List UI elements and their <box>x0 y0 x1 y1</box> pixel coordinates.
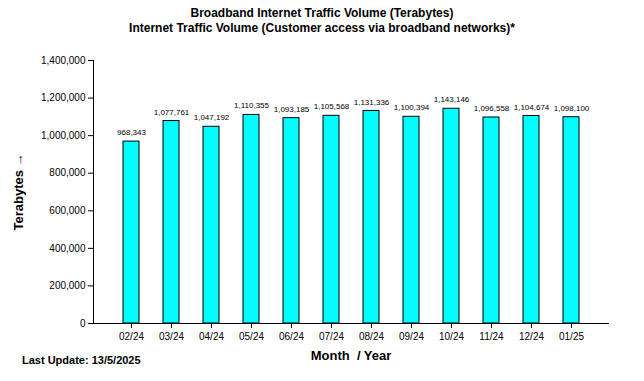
svg-text:0: 0 <box>80 318 86 329</box>
svg-text:12/24: 12/24 <box>519 331 544 342</box>
svg-text:1,400,000: 1,400,000 <box>41 55 86 66</box>
svg-text:1,131,336: 1,131,336 <box>354 98 390 107</box>
svg-text:02/24: 02/24 <box>119 331 144 342</box>
svg-text:Terabytes →: Terabytes → <box>11 153 26 230</box>
svg-text:200,000: 200,000 <box>49 280 86 291</box>
svg-text:1,100,394: 1,100,394 <box>394 103 430 112</box>
svg-text:1,200,000: 1,200,000 <box>41 92 86 103</box>
svg-text:11/24: 11/24 <box>479 331 504 342</box>
svg-text:1,143,146: 1,143,146 <box>434 95 470 104</box>
svg-text:1,096,558: 1,096,558 <box>474 104 510 113</box>
svg-text:800,000: 800,000 <box>49 167 86 178</box>
svg-text:06/24: 06/24 <box>279 331 304 342</box>
svg-text:1,098,100: 1,098,100 <box>554 104 590 113</box>
svg-text:05/24: 05/24 <box>239 331 264 342</box>
svg-text:09/24: 09/24 <box>399 331 424 342</box>
svg-text:1,110,355: 1,110,355 <box>234 101 270 110</box>
svg-text:01/25: 01/25 <box>559 331 584 342</box>
svg-text:1,093,185: 1,093,185 <box>274 105 310 114</box>
svg-text:968,343: 968,343 <box>117 128 146 137</box>
svg-text:04/24: 04/24 <box>199 331 224 342</box>
svg-text:400,000: 400,000 <box>49 243 86 254</box>
html-text:Broadband Internet Traffic Vol: Broadband Internet Traffic Volume (Terab… <box>190 6 454 20</box>
html-text:Internet Traffic Volume (Custo: Internet Traffic Volume (Customer access… <box>129 21 515 35</box>
svg-text:1,104,674: 1,104,674 <box>514 103 550 112</box>
svg-text:10/24: 10/24 <box>439 331 464 342</box>
svg-text:1,105,568: 1,105,568 <box>314 102 350 111</box>
html-text:Last Update: 13/5/2025: Last Update: 13/5/2025 <box>22 354 141 366</box>
svg-text:03/24: 03/24 <box>159 331 184 342</box>
svg-text:1,077,761: 1,077,761 <box>154 108 190 117</box>
svg-text:Month / Year: Month / Year <box>311 348 392 363</box>
svg-text:08/24: 08/24 <box>359 331 384 342</box>
svg-text:1,000,000: 1,000,000 <box>41 130 86 141</box>
svg-text:600,000: 600,000 <box>49 205 86 216</box>
svg-text:1,047,192: 1,047,192 <box>194 113 230 122</box>
svg-text:07/24: 07/24 <box>319 331 344 342</box>
